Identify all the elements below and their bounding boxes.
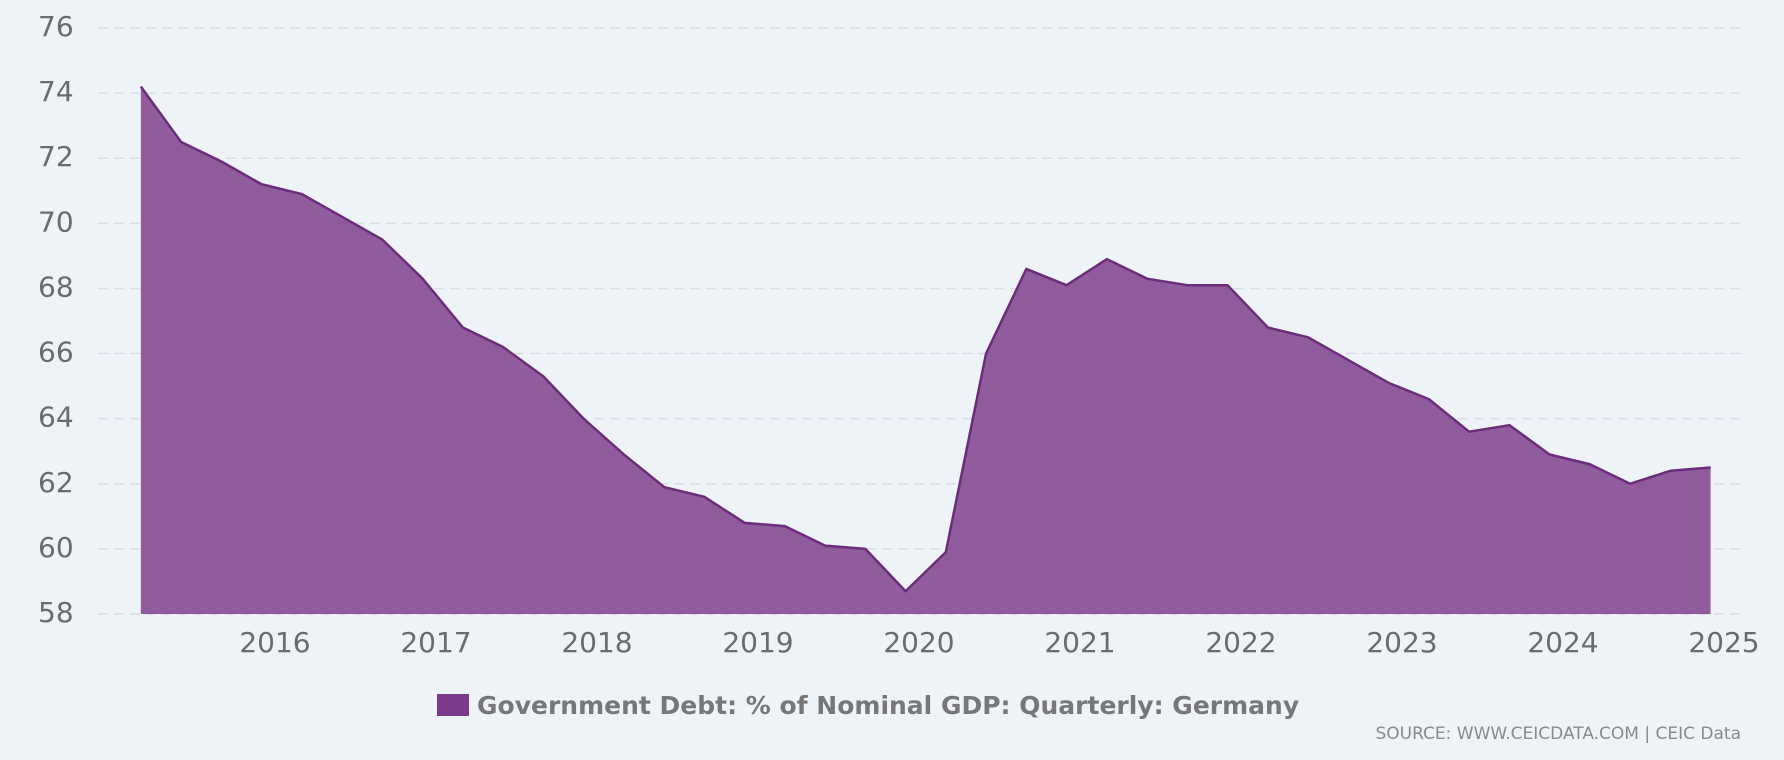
data-point[interactable] — [500, 344, 506, 350]
data-point[interactable] — [1426, 396, 1432, 402]
data-point[interactable] — [379, 237, 385, 243]
y-tick-label: 72 — [38, 140, 74, 173]
x-tick-label: 2021 — [1044, 626, 1115, 659]
data-point[interactable] — [742, 520, 748, 526]
data-point[interactable] — [822, 543, 828, 549]
series-area[interactable] — [140, 86, 1711, 615]
data-point[interactable] — [661, 484, 667, 490]
data-point[interactable] — [1305, 334, 1311, 340]
data-point[interactable] — [1064, 282, 1070, 288]
data-point[interactable] — [138, 84, 144, 90]
data-point[interactable] — [1184, 282, 1190, 288]
y-tick-label: 62 — [38, 466, 74, 499]
y-axis-ticks: 58 60 62 64 66 68 70 72 74 76 — [38, 10, 74, 629]
series-area-group — [138, 84, 1714, 615]
y-tick-label: 74 — [38, 75, 74, 108]
source-credit: SOURCE: WWW.CEICDATA.COM | CEIC Data — [1375, 724, 1741, 744]
legend-label: Government Debt: % of Nominal GDP: Quart… — [477, 690, 1300, 720]
data-point[interactable] — [862, 546, 868, 552]
data-point[interactable] — [1587, 461, 1593, 467]
data-point[interactable] — [178, 139, 184, 145]
data-point[interactable] — [1144, 276, 1150, 282]
data-point[interactable] — [1104, 256, 1110, 262]
data-point[interactable] — [1265, 325, 1271, 331]
x-tick-label: 2016 — [239, 626, 310, 659]
data-point[interactable] — [621, 451, 627, 457]
data-point[interactable] — [701, 494, 707, 500]
x-tick-label: 2022 — [1205, 626, 1276, 659]
data-point[interactable] — [1225, 282, 1231, 288]
data-point[interactable] — [1627, 481, 1633, 487]
x-tick-label: 2025 — [1688, 626, 1759, 659]
x-tick-label: 2024 — [1527, 626, 1598, 659]
data-point[interactable] — [943, 549, 949, 555]
data-point[interactable] — [1506, 422, 1512, 428]
y-tick-label: 70 — [38, 205, 74, 238]
data-point[interactable] — [581, 416, 587, 422]
series-line[interactable] — [139, 85, 1711, 593]
data-point[interactable] — [1345, 357, 1351, 363]
y-tick-label: 58 — [38, 596, 74, 629]
y-tick-label: 66 — [38, 336, 74, 369]
x-axis-ticks: 2016 2017 2018 2019 2020 2021 2022 2023 2024 2025 — [239, 626, 1759, 659]
data-point[interactable] — [460, 325, 466, 331]
legend[interactable]: Government Debt: % of Nominal GDP: Quart… — [437, 688, 1299, 722]
x-tick-label: 2017 — [400, 626, 471, 659]
data-point[interactable] — [1667, 468, 1673, 474]
data-point[interactable] — [983, 351, 989, 357]
x-tick-label: 2019 — [722, 626, 793, 659]
data-point[interactable] — [540, 373, 546, 379]
data-point[interactable] — [1708, 465, 1714, 471]
data-point[interactable] — [259, 181, 265, 187]
y-tick-label: 64 — [38, 401, 74, 434]
data-point[interactable] — [218, 158, 224, 164]
y-tick-label: 76 — [38, 10, 74, 43]
x-tick-label: 2018 — [561, 626, 632, 659]
legend-swatch — [437, 694, 469, 716]
data-point[interactable] — [339, 214, 345, 220]
x-tick-label: 2020 — [883, 626, 954, 659]
data-point[interactable] — [1386, 380, 1392, 386]
x-tick-label: 2023 — [1366, 626, 1437, 659]
data-point[interactable] — [782, 523, 788, 529]
data-point[interactable] — [299, 191, 305, 197]
data-point[interactable] — [1023, 266, 1029, 272]
y-tick-label: 60 — [38, 531, 74, 564]
data-point[interactable] — [903, 588, 909, 594]
y-tick-label: 68 — [38, 270, 74, 303]
data-point[interactable] — [1466, 429, 1472, 435]
data-point[interactable] — [420, 276, 426, 282]
data-point[interactable] — [1547, 451, 1553, 457]
